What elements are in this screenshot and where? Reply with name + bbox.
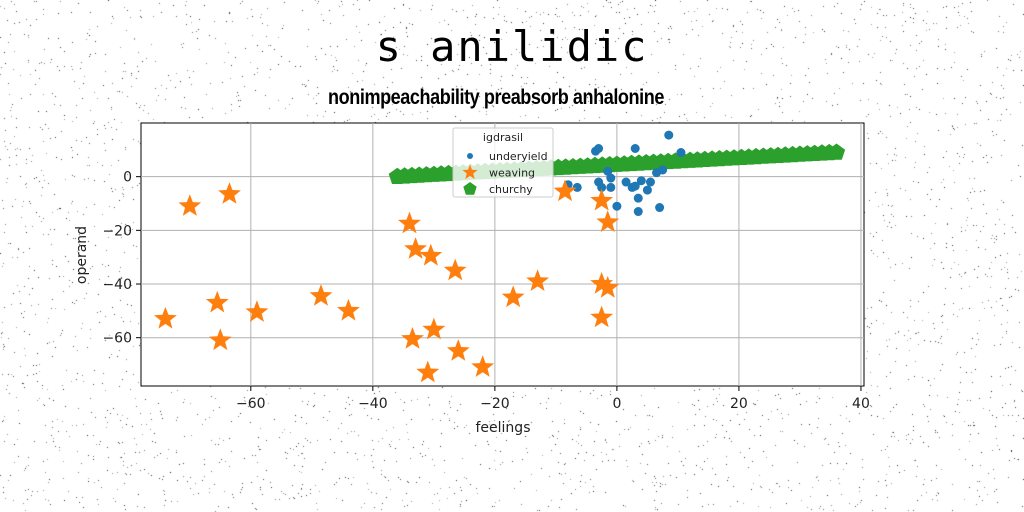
weaving-point bbox=[596, 210, 620, 232]
weaving-point bbox=[245, 300, 269, 322]
x-tick-label: −40 bbox=[358, 396, 388, 412]
underyield-point bbox=[597, 182, 607, 192]
y-tick-label: −40 bbox=[102, 277, 132, 293]
underyield-point bbox=[664, 130, 674, 140]
x-tick-label: 0 bbox=[612, 396, 621, 412]
y-axis-label: operand bbox=[74, 226, 90, 284]
weaving-point bbox=[446, 339, 470, 361]
underyield-point bbox=[612, 201, 622, 211]
weaving-point bbox=[590, 305, 614, 328]
weaving-point bbox=[309, 284, 333, 306]
legend-label-weaving: weaving bbox=[489, 167, 535, 180]
underyield-point bbox=[621, 177, 631, 187]
underyield-point bbox=[645, 177, 655, 187]
underyield-point bbox=[636, 176, 646, 186]
y-axis-ticks: 0 −20 −40 −60 bbox=[102, 170, 141, 347]
weaving-point bbox=[401, 327, 424, 349]
x-tick-label: −60 bbox=[236, 396, 266, 412]
weaving-point bbox=[404, 237, 427, 259]
weaving-point bbox=[422, 317, 446, 340]
series-underyield bbox=[563, 130, 686, 217]
legend-label-churchy: churchy bbox=[489, 183, 533, 196]
underyield-point bbox=[606, 173, 616, 183]
underyield-point bbox=[630, 181, 640, 191]
underyield-point bbox=[676, 148, 686, 158]
weaving-point bbox=[501, 285, 525, 308]
legend-box bbox=[452, 127, 554, 198]
y-tick-label: 0 bbox=[123, 170, 132, 186]
weaving-point bbox=[443, 258, 467, 281]
weaving-point bbox=[419, 243, 443, 266]
x-tick-label: 20 bbox=[730, 396, 748, 412]
weaving-point bbox=[398, 211, 421, 234]
x-tick-label: 40 bbox=[852, 396, 870, 412]
y-tick-label: −20 bbox=[102, 223, 132, 239]
series-weaving bbox=[154, 179, 620, 383]
weaving-point bbox=[596, 276, 620, 298]
data-marks bbox=[154, 130, 846, 383]
weaving-point bbox=[526, 269, 549, 291]
weaving-point bbox=[416, 360, 440, 383]
x-axis-label: feelings bbox=[476, 420, 531, 436]
legend: igdrasil underyield weaving churchy bbox=[452, 127, 554, 198]
weaving-point bbox=[208, 328, 232, 351]
legend-label-underyield: underyield bbox=[489, 150, 548, 163]
weaving-point bbox=[471, 355, 495, 377]
legend-title: igdrasil bbox=[483, 131, 523, 144]
legend-marker-underyield bbox=[467, 153, 473, 159]
underyield-point bbox=[642, 185, 652, 195]
underyield-point bbox=[606, 182, 616, 192]
weaving-point bbox=[205, 290, 229, 313]
legend-marker-churchy bbox=[463, 182, 477, 195]
weaving-point bbox=[590, 272, 614, 294]
legend-items: underyield weaving churchy bbox=[462, 150, 548, 196]
underyield-point bbox=[603, 166, 613, 176]
underyield-point bbox=[594, 143, 604, 153]
weaving-point bbox=[590, 188, 614, 211]
chart-title: s anilidic bbox=[375, 22, 649, 71]
weaving-point bbox=[553, 179, 577, 202]
chart-subtitle: nonimpeachability preabsorb anhalonine bbox=[328, 86, 664, 109]
weaving-point bbox=[178, 194, 202, 216]
weaving-point bbox=[154, 306, 177, 329]
underyield-point bbox=[655, 203, 665, 213]
weaving-point bbox=[218, 182, 241, 204]
underyield-point bbox=[658, 165, 668, 175]
x-axis-ticks: −60 −40 −20 0 20 40 bbox=[236, 386, 870, 412]
legend-marker-weaving bbox=[462, 164, 478, 179]
underyield-point bbox=[572, 182, 582, 192]
underyield-point bbox=[630, 143, 640, 153]
churchy-point bbox=[828, 143, 846, 160]
y-tick-label: −60 bbox=[102, 331, 132, 347]
grid-lines bbox=[141, 123, 864, 386]
underyield-point bbox=[633, 193, 643, 203]
x-tick-label: −20 bbox=[480, 396, 510, 412]
underyield-point bbox=[633, 207, 643, 217]
weaving-point bbox=[337, 298, 360, 321]
